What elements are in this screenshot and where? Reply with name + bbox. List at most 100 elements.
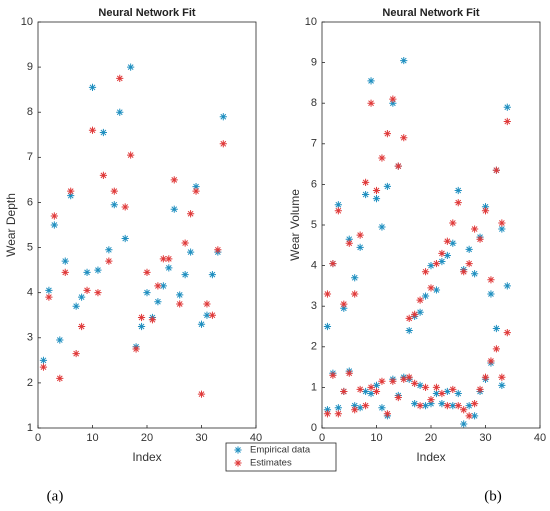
y-tick-label: 8 xyxy=(27,106,33,118)
data-point xyxy=(45,286,53,295)
data-point xyxy=(356,385,364,394)
data-point xyxy=(345,369,353,377)
legend-box xyxy=(225,442,337,472)
data-point xyxy=(61,257,69,265)
data-point xyxy=(438,257,446,266)
data-point xyxy=(94,289,102,297)
data-point xyxy=(394,393,402,402)
x-tick-label: 0 xyxy=(319,432,325,444)
x-tick-label: 30 xyxy=(479,432,491,444)
x-tick-label: 20 xyxy=(141,432,153,444)
data-point xyxy=(176,300,184,308)
data-point xyxy=(503,282,511,290)
data-point xyxy=(481,373,490,381)
data-point xyxy=(67,192,75,200)
data-point xyxy=(383,130,391,138)
data-point xyxy=(165,264,173,272)
data-point xyxy=(127,151,135,159)
data-point xyxy=(137,322,146,331)
data-point xyxy=(208,311,216,319)
data-point xyxy=(50,212,58,220)
data-point xyxy=(116,108,124,116)
panel-label: (b) xyxy=(484,488,502,504)
y-tick-label: 4 xyxy=(311,260,317,272)
data-point xyxy=(498,381,506,389)
data-point xyxy=(219,140,227,148)
data-point xyxy=(438,249,446,258)
legend-label: Empirical data xyxy=(250,445,311,456)
data-point xyxy=(443,251,451,260)
data-point xyxy=(481,207,490,215)
data-point xyxy=(187,248,195,256)
data-point xyxy=(148,316,157,324)
data-point xyxy=(39,363,48,371)
legend-marker xyxy=(234,446,242,454)
data-point xyxy=(137,313,146,322)
data-point xyxy=(443,237,451,245)
data-point xyxy=(181,239,189,247)
data-point xyxy=(476,235,484,243)
data-point xyxy=(438,400,446,408)
data-point xyxy=(340,387,348,396)
x-tick-label: 40 xyxy=(534,432,546,444)
axes-box xyxy=(37,21,257,429)
data-point xyxy=(197,390,206,398)
data-point xyxy=(498,373,506,381)
data-point xyxy=(421,268,430,276)
data-point xyxy=(116,74,124,82)
data-point xyxy=(362,387,370,396)
data-point xyxy=(121,234,129,243)
data-point xyxy=(454,199,462,207)
data-point xyxy=(351,274,359,282)
data-point xyxy=(400,134,408,142)
chart-title: Neural Network Fit xyxy=(98,7,196,19)
data-point xyxy=(99,128,107,137)
data-point xyxy=(432,286,441,294)
data-point xyxy=(416,402,424,410)
chart-title: Neural Network Fit xyxy=(382,7,480,19)
data-point xyxy=(50,221,58,229)
data-point xyxy=(110,201,118,209)
data-point xyxy=(367,77,375,85)
data-point xyxy=(460,406,468,414)
data-point xyxy=(503,117,511,126)
data-point xyxy=(454,389,462,398)
data-point xyxy=(154,282,162,290)
data-point xyxy=(372,381,381,389)
data-point xyxy=(356,231,364,239)
data-point xyxy=(170,176,178,184)
data-point xyxy=(83,286,91,295)
data-point xyxy=(367,99,375,107)
data-point xyxy=(334,410,342,418)
data-point xyxy=(438,389,446,398)
data-point xyxy=(394,162,402,170)
data-point xyxy=(143,268,151,276)
y-tick-label: 1 xyxy=(311,381,317,393)
data-point xyxy=(498,225,506,233)
data-point xyxy=(416,308,424,316)
data-point xyxy=(481,203,490,211)
data-point xyxy=(356,404,364,412)
y-tick-label: 3 xyxy=(27,332,33,344)
data-point xyxy=(389,99,397,107)
y-tick-label: 4 xyxy=(27,287,33,299)
data-point xyxy=(492,324,500,333)
data-point xyxy=(389,377,397,385)
data-point xyxy=(132,345,140,353)
data-point xyxy=(487,276,495,284)
data-point xyxy=(334,201,342,209)
data-point xyxy=(159,282,167,290)
y-tick-label: 3 xyxy=(311,300,317,312)
data-point xyxy=(110,187,118,195)
data-point xyxy=(356,243,364,251)
data-point xyxy=(449,239,457,247)
data-point xyxy=(421,383,430,391)
data-point xyxy=(170,205,178,213)
data-point xyxy=(176,291,184,299)
data-point xyxy=(127,63,135,71)
data-point xyxy=(400,375,408,383)
data-point xyxy=(503,103,511,111)
data-point xyxy=(411,310,419,318)
data-point xyxy=(421,292,430,300)
